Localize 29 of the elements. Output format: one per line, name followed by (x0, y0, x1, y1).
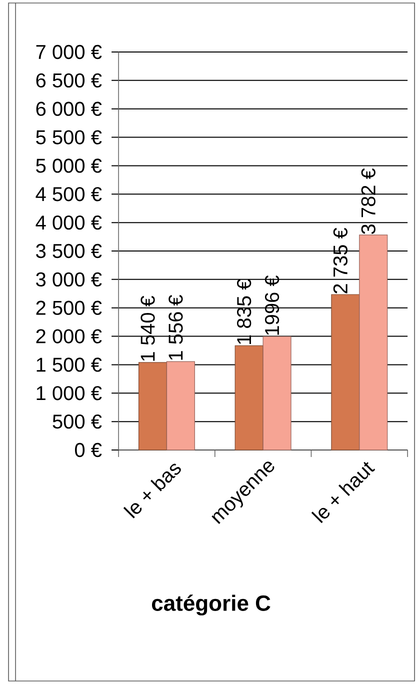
data-label: 2 735 € (334, 228, 348, 294)
y-tick-label: 5 500 € (36, 130, 102, 144)
y-tick-label: 4 500 € (36, 187, 102, 202)
y-tick-label: 0 € (75, 442, 102, 458)
y-tick-label: 1 500 € (37, 358, 102, 372)
data-label: 1 556 € (168, 294, 183, 360)
y-tick-label: 2 500 € (36, 300, 102, 315)
data-label: 1 835 € (237, 279, 252, 344)
y-tick-label: 3 000 € (36, 272, 102, 286)
y-tick-label: 5 000 € (36, 158, 102, 173)
y-tick-label: 2 000 € (36, 329, 102, 344)
data-label: 1996 € (265, 275, 280, 335)
y-tick-label: 500 € (52, 414, 102, 429)
x-tick-label: le + bas (124, 464, 182, 518)
y-tick-label: 6 000 € (36, 102, 102, 116)
data-label: 1 540 € (140, 296, 156, 361)
y-tick-label: 3 500 € (36, 244, 102, 258)
bar (331, 294, 360, 450)
data-label: 3 782 € (362, 168, 376, 234)
bar (166, 361, 196, 450)
bar (262, 336, 292, 450)
bar (359, 234, 388, 450)
x-axis-title: catégorie C (152, 594, 271, 616)
y-tick-label: 6 500 € (36, 73, 102, 88)
bar (235, 345, 264, 450)
y-tick-label: 1 000 € (37, 386, 102, 400)
y-tick-label: 7 000 € (36, 44, 102, 60)
y-tick-label: 4 000 € (36, 215, 102, 230)
bar (138, 362, 168, 450)
